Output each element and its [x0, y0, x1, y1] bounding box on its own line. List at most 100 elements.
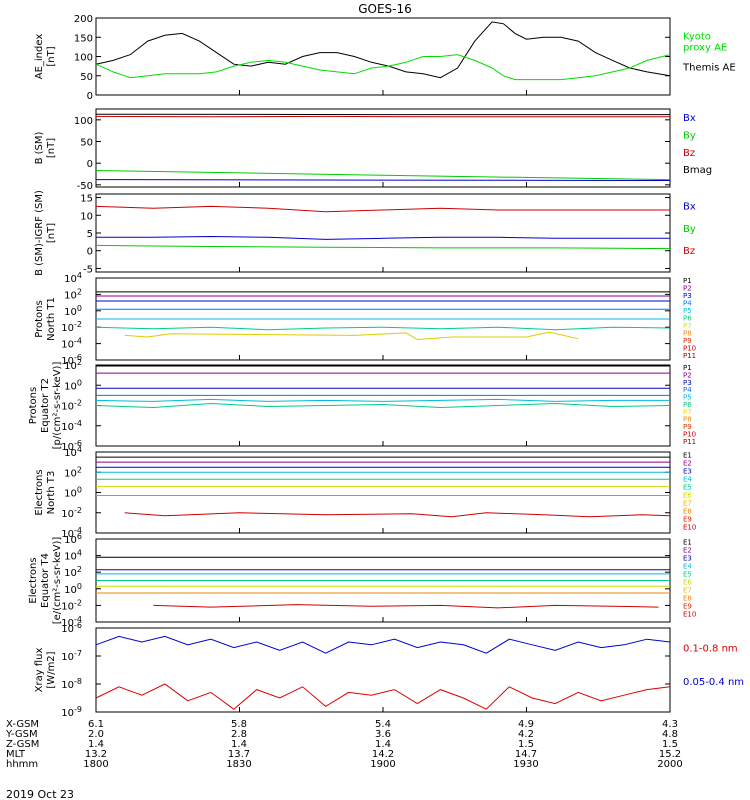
legend-entry: P2: [683, 285, 692, 293]
series-line: [95, 179, 671, 181]
y-axis-label: B (SM): [34, 131, 45, 164]
series-line: [96, 235, 670, 240]
y-tick-label: -5: [83, 264, 93, 275]
ephemeris-value: 13.2: [85, 749, 107, 760]
ephemeris-value: 1.4: [88, 739, 104, 750]
legend-entry: P6: [683, 401, 692, 409]
legend-entry: P8: [683, 416, 692, 424]
legend-entry: P4: [683, 386, 692, 394]
legend-entry: Bx: [683, 202, 696, 213]
legend-entry: E4: [683, 563, 692, 571]
legend-entry: 0.05-0.4 nm: [683, 677, 744, 688]
footer-ephemeris: X-GSM 6.1 5.8 5.4 4.9 4.3 Y-GSM 2.0 2.8 3.6 4.2 4.8…: [5, 719, 683, 770]
legend-entry: E6: [683, 492, 692, 500]
y-tick-label: 10-6: [61, 621, 82, 635]
ephemeris-value: 4.2: [518, 729, 534, 740]
legend-entry: E1: [683, 539, 692, 547]
series-line: [95, 244, 671, 250]
ephemeris-row-name: X-GSM: [6, 719, 39, 730]
ephemeris-value: 2.8: [231, 729, 247, 740]
legend-entry: E8: [683, 595, 692, 603]
panel-frame: [95, 451, 671, 534]
ephemeris-value: 13.7: [228, 749, 250, 760]
legend-entry: E5: [683, 571, 692, 579]
legend-entry: E7: [683, 587, 692, 595]
ephemeris-value: 1.5: [518, 739, 534, 750]
ephemeris-value: 1930: [513, 759, 538, 770]
legend-entry: E2: [683, 460, 692, 468]
y-tick-label: 100: [64, 582, 82, 596]
series-line: [95, 683, 671, 710]
legend-entry: P9: [683, 423, 692, 431]
panel-frame: [95, 627, 671, 713]
legend-entry: P4: [683, 300, 692, 308]
legend-entry: P1: [683, 277, 692, 285]
legend-entry: E10: [683, 611, 696, 619]
ephemeris-value: 1900: [370, 759, 395, 770]
date-label: 2019 Oct 23: [6, 788, 74, 800]
y-tick-label: 100: [74, 53, 93, 64]
ephemeris-value: 15.2: [659, 749, 681, 760]
legend-entry: Bx: [683, 113, 696, 124]
series-line: [95, 326, 671, 331]
legend-entry: Bmag: [683, 165, 712, 176]
y-axis-label: Equator T4: [40, 553, 51, 608]
ephemeris-row-name: MLT: [6, 749, 26, 760]
y-tick-label: 15: [80, 194, 93, 205]
legend-entry: E2: [683, 547, 692, 555]
y-tick-label: 50: [80, 72, 93, 83]
y-tick-label: 102: [64, 358, 82, 372]
y-axis-label: AE_index: [34, 34, 45, 80]
y-axis-label: North T3: [46, 471, 57, 515]
panel-frame: [95, 193, 671, 273]
ephemeris-value: 1.4: [231, 739, 247, 750]
series-line: [95, 635, 671, 654]
ephemeris-value: 4.9: [518, 719, 534, 730]
legend-entry: proxy AE: [683, 43, 727, 54]
y-axis-label: [nT]: [46, 46, 57, 66]
ephemeris-value: 1.5: [662, 739, 678, 750]
plot-title: GOES-16: [358, 2, 412, 16]
ephemeris-value: 3.6: [375, 729, 391, 740]
y-axis-label: Protons: [28, 387, 39, 424]
legend-entry: 0.1-0.8 nm: [683, 644, 738, 655]
ephemeris-value: 14.7: [515, 749, 537, 760]
y-tick-label: 102: [64, 465, 82, 479]
legend-entry: E3: [683, 468, 692, 476]
legend-entry: Kyoto: [683, 32, 711, 43]
series-line: [95, 402, 671, 409]
ephemeris-value: 1800: [83, 759, 108, 770]
series-line: [95, 54, 671, 81]
legend-entry: E8: [683, 508, 692, 516]
y-axis-label: Electrons: [28, 557, 39, 603]
legend-entry: Bz: [683, 148, 695, 159]
legend-entry: E10: [683, 524, 696, 532]
panel-2: -50 0 50 100 B (SM) [nT] Bx By Bz Bmag: [34, 108, 712, 192]
legend-entry: E7: [683, 500, 692, 508]
legend-entry: Themis AE: [682, 62, 736, 73]
ephemeris-value: 2000: [657, 759, 682, 770]
y-tick-label: 106: [64, 532, 82, 546]
legend-entry: E4: [683, 476, 692, 484]
legend-entry: P11: [683, 352, 696, 360]
ephemeris-row-name: hhmm: [6, 759, 38, 770]
y-tick-label: 0: [87, 91, 93, 102]
y-tick-label: 100: [64, 486, 82, 500]
legend-entry: E3: [683, 555, 692, 563]
panel-8: 10-9 10-8 10-7 10-6 Xray flux [W/m2] 0.1-0.8 n…: [34, 621, 744, 719]
ephemeris-value: 5.4: [375, 719, 391, 730]
y-axis-label: [W/m2]: [46, 651, 57, 688]
y-tick-label: 5: [87, 229, 93, 240]
y-tick-label: 104: [64, 271, 82, 285]
legend-entry: By: [683, 224, 696, 235]
y-tick-label: 10: [80, 211, 93, 222]
y-tick-label: 10-2: [61, 320, 82, 334]
y-tick-label: 102: [64, 287, 82, 301]
legend-entry: Bz: [683, 246, 695, 257]
y-tick-label: 150: [74, 33, 93, 44]
y-tick-label: 10-7: [61, 649, 82, 663]
legend-entry: P7: [683, 322, 692, 330]
